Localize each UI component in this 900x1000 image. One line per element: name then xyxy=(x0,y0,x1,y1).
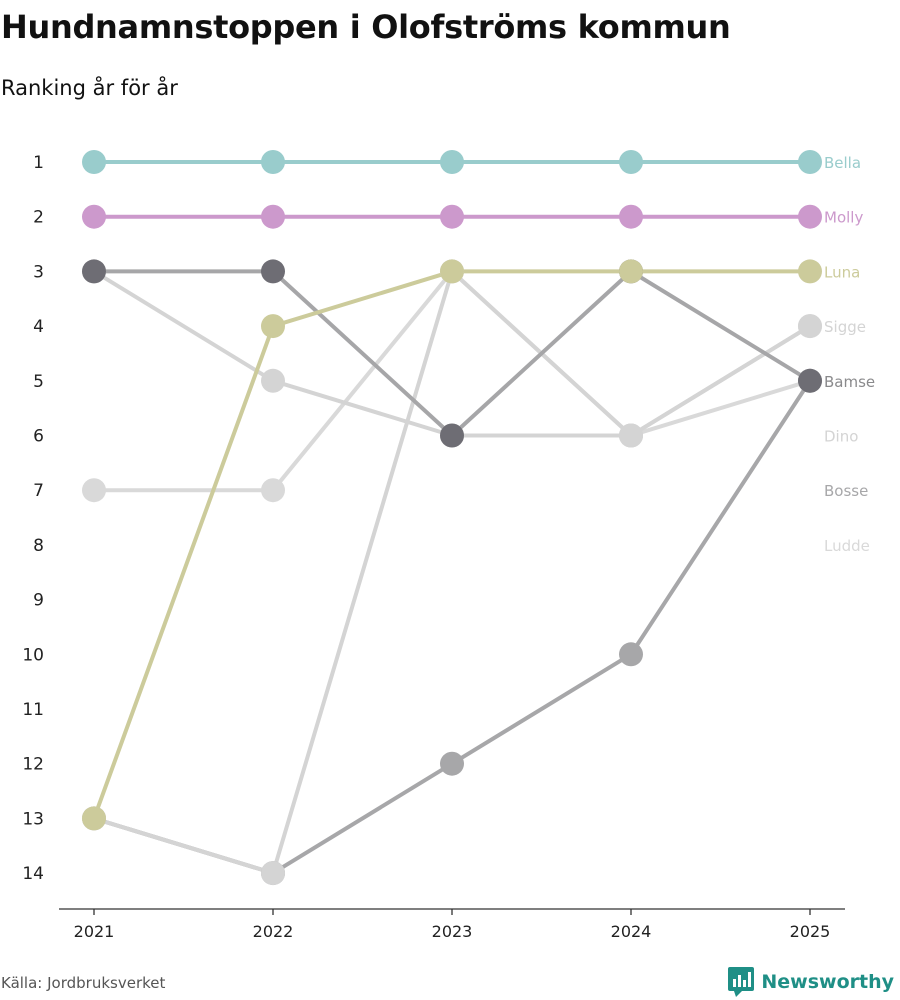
marker-bella xyxy=(261,150,285,174)
marker-molly xyxy=(798,204,822,229)
marker-sigge xyxy=(261,861,285,886)
source-note: Källa: Jordbruksverket xyxy=(1,974,166,992)
y-tick-label: 14 xyxy=(22,864,44,884)
marker-bamse xyxy=(440,423,464,448)
y-tick-label: 7 xyxy=(33,481,44,501)
y-tick-label: 1 xyxy=(33,153,44,173)
series-line-bosse xyxy=(92,378,812,876)
marker-molly xyxy=(261,204,285,229)
brand-logo: Newsworthy xyxy=(728,967,894,997)
y-tick-label: 13 xyxy=(22,809,44,829)
y-tick-label: 10 xyxy=(22,645,44,665)
series-label-bella: Bella xyxy=(824,154,861,172)
series-label-sigge: Sigge xyxy=(824,318,866,336)
marker-molly xyxy=(619,204,643,229)
x-tick-label: 2024 xyxy=(611,922,652,941)
y-tick-label: 3 xyxy=(33,262,44,282)
x-tick-label: 2021 xyxy=(74,922,115,941)
marker-molly xyxy=(440,204,464,229)
series-label-dino: Dino xyxy=(824,428,858,446)
marker-bosse xyxy=(440,751,464,776)
newsworthy-logo-icon xyxy=(728,967,755,997)
y-tick-label: 5 xyxy=(33,372,44,392)
marker-luna xyxy=(82,806,106,831)
marker-bamse xyxy=(82,259,106,284)
marker-bamse xyxy=(261,259,285,284)
marker-luna xyxy=(798,259,822,284)
x-tick-label: 2025 xyxy=(790,922,831,941)
y-tick-label: 11 xyxy=(22,700,44,720)
marker-molly xyxy=(82,204,106,229)
series-label-ludde: Ludde xyxy=(824,537,870,555)
series-label-luna: Luna xyxy=(824,263,860,281)
series-line-sigge xyxy=(92,269,812,876)
marker-bosse xyxy=(619,642,643,667)
marker-dino xyxy=(261,368,285,393)
chart-title: Hundnamnstoppen i Olofströms kommun xyxy=(1,8,731,46)
marker-bella xyxy=(440,150,464,174)
marker-bella xyxy=(619,150,643,174)
series-line-dino xyxy=(92,269,812,438)
y-tick-label: 8 xyxy=(33,536,44,556)
x-tick-label: 2023 xyxy=(432,922,473,941)
marker-bella xyxy=(82,150,106,174)
marker-luna xyxy=(619,259,643,284)
y-tick-label: 6 xyxy=(33,427,44,447)
marker-bella xyxy=(798,150,822,174)
y-tick-label: 12 xyxy=(22,755,44,775)
marker-ludde xyxy=(82,478,106,503)
marker-ludde xyxy=(261,478,285,503)
marker-luna xyxy=(440,259,464,284)
marker-sigge xyxy=(798,314,822,339)
series-label-bosse: Bosse xyxy=(824,482,868,500)
y-tick-label: 9 xyxy=(33,591,44,611)
y-tick-label: 2 xyxy=(33,208,44,228)
y-tick-label: 4 xyxy=(33,317,44,337)
chart-subtitle: Ranking år för år xyxy=(1,76,178,100)
series-line-bamse xyxy=(92,269,812,438)
marker-bamse xyxy=(798,368,822,393)
series-label-molly: Molly xyxy=(824,209,863,227)
marker-luna xyxy=(261,314,285,339)
series-label-bamse: Bamse xyxy=(824,373,875,391)
brand-name: Newsworthy xyxy=(761,971,894,993)
marker-sigge xyxy=(619,423,643,448)
series-line-ludde xyxy=(92,269,812,493)
x-tick-label: 2022 xyxy=(253,922,294,941)
